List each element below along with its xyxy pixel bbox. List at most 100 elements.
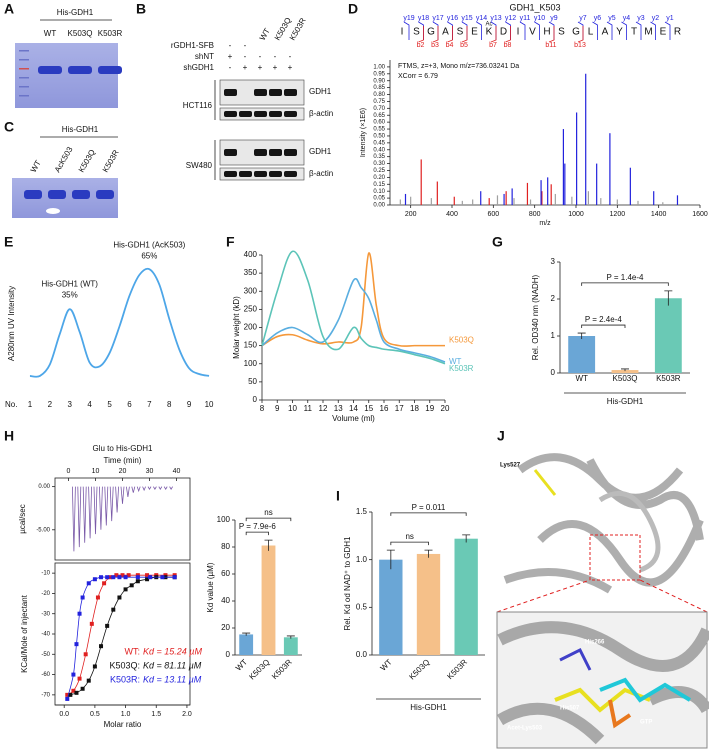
sequence-residue: S [558,27,565,38]
ribbon [598,490,661,573]
x-tick-label: 400 [446,211,458,218]
x-tick-label: 17 [395,404,404,413]
blot-band [224,111,237,117]
point [86,581,91,586]
panel-letter: J [497,428,505,444]
point [99,575,104,580]
bar [283,637,298,655]
point [114,573,119,578]
construct-label: His-GDH1 [62,125,99,134]
point [71,672,76,677]
x-tick-label: 2.0 [182,711,192,718]
x-tick-label: 10 [288,404,297,413]
sequence-residue: I [401,27,404,38]
bar [454,538,478,655]
point [111,607,116,612]
y-tick-label: -40 [41,632,50,638]
blot-band [284,149,297,156]
sequence-residue: S [413,27,420,38]
point [102,581,107,586]
x-tick-label: 3 [68,400,73,409]
blot-band [224,171,237,177]
injection-peak [120,486,125,504]
blot-band [254,89,267,96]
point [135,575,140,580]
x-axis-label: Time (min) [104,456,142,465]
y-tick-label: -10 [41,571,50,577]
fit-line [66,576,175,700]
significance-label: ns [405,532,413,541]
y-tick-label: 0.00 [38,484,50,490]
x-tick-label: WT [379,657,394,672]
sign: - [244,41,247,50]
sequence-residue: I [517,27,520,38]
point [163,573,168,578]
point [117,595,122,600]
panel-letter: B [136,1,146,17]
gel-band [68,66,92,74]
point [117,575,122,580]
error-bar [242,632,251,636]
x-tick-label: K503Q [613,374,638,383]
legend-label: K503Q [449,336,474,345]
gel-artifact [46,208,60,214]
y-ion-bracket [621,21,627,40]
x-tick-label: 20 [441,404,450,413]
point [65,692,70,697]
structure-label: His507 [560,706,580,712]
panel-letter: E [4,234,13,250]
gel-band [72,190,90,199]
blot-label: GDH1 [309,147,332,156]
ribbon [503,453,704,594]
x-tick-label: 20 [119,468,127,475]
y-ion-label: y1 [666,15,674,22]
x-tick-label: 14 [349,404,358,413]
y-ion-bracket [476,21,482,40]
sign: - [229,41,232,50]
injection-peak [169,486,173,491]
y-axis-label: Molar weight (kD) [232,296,241,359]
y-ion-label: y11 [520,15,531,22]
point [65,696,70,701]
sign: - [274,52,277,61]
y-tick-label: 0.35 [373,154,385,160]
injection-peak [109,486,114,522]
y-ion-label: y9 [550,15,558,22]
injection-peak [72,486,76,552]
blot-band [269,149,282,156]
sequence-residue: E [471,27,478,38]
x-tick-label: K503R [445,657,469,681]
point [123,587,128,592]
modification-label: Ac [485,22,492,28]
injection-peak [77,486,82,548]
b-ion-label: b2 [417,42,425,49]
legend-label: WT [449,357,462,366]
ladder-band [19,59,29,61]
y-tick-label: 0.75 [373,99,385,105]
structure-label: Acet-Lys503 [507,726,543,732]
y-ion-label: y12 [505,15,516,22]
sign: - [229,63,232,72]
group-label: His-GDH1 [410,703,447,712]
x-tick-label: 15 [364,404,373,413]
point [135,573,140,578]
zoom-line [496,579,591,613]
injection-peak [131,486,136,493]
injection-peak [88,486,92,539]
y-axis-label: KCal/Mole of injectant [20,594,29,673]
significance-label: P = 2.4e-4 [585,315,623,324]
panel-letter: C [4,119,14,135]
significance-bracket [245,531,269,536]
x-tick-label: K503Q [407,658,431,682]
ladder-band [19,50,29,52]
lane-label: WT [258,27,272,42]
legend-label: K503Q: [109,660,140,670]
gel [15,43,118,108]
x-axis-label: Molar ratio [104,720,142,729]
panel-letter: I [336,488,340,504]
b-ion-label: b3 [431,42,439,49]
y-tick-label: 2 [551,294,556,303]
line [261,252,445,347]
y-axis-label: Kd value (µM) [206,562,215,612]
chart-title: Glu to His-GDH1 [92,444,153,453]
